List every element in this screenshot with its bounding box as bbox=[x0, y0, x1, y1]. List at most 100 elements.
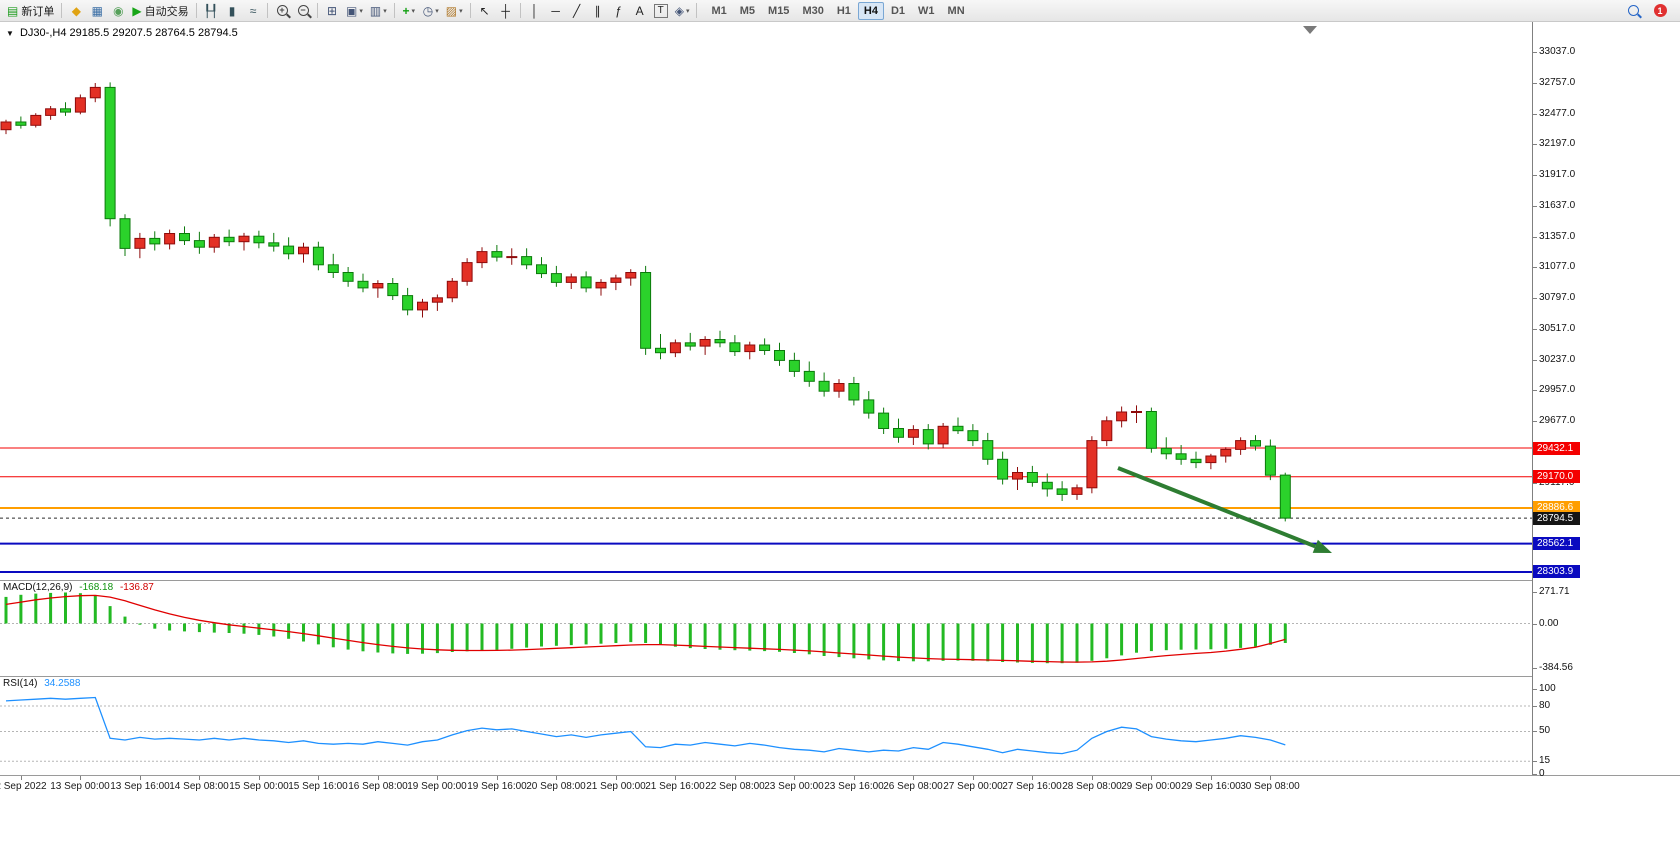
timeframe-m5-button[interactable]: M5 bbox=[739, 4, 756, 17]
line-chart-button[interactable]: ≈ bbox=[243, 2, 263, 20]
rsi-pane[interactable]: RSI(14) 34.2588 bbox=[0, 677, 1532, 775]
vertical-line-button[interactable]: │ bbox=[525, 2, 545, 20]
candle-body bbox=[461, 262, 473, 282]
candle-body bbox=[164, 233, 176, 245]
price-axis-label: 32757.0 bbox=[1539, 77, 1576, 88]
candlestick-chart-button[interactable]: ▮ bbox=[222, 2, 242, 20]
new-order-button[interactable]: ▤ 新订单 bbox=[4, 2, 57, 20]
candle-body bbox=[74, 97, 86, 113]
horizontal-line-button[interactable]: ─ bbox=[546, 2, 566, 20]
toolbar-separator bbox=[267, 3, 269, 18]
timeframe-m1-button[interactable]: M1 bbox=[711, 4, 727, 17]
time-axis-label: 2 Sep 2022 bbox=[0, 781, 47, 792]
toolbar-separator bbox=[195, 3, 197, 18]
candle-body bbox=[550, 273, 562, 283]
price-level-badge: 28303.9 bbox=[1533, 565, 1580, 578]
text-label-icon: T bbox=[653, 3, 668, 18]
macd-canvas[interactable] bbox=[0, 581, 1532, 676]
price-axis-label: 31917.0 bbox=[1539, 169, 1576, 180]
time-axis-tick bbox=[1032, 776, 1033, 780]
candle-body bbox=[536, 264, 547, 275]
candle-body bbox=[312, 246, 324, 266]
crosshair-icon: ┼ bbox=[501, 3, 510, 18]
periods-button[interactable]: ◷ ▾ bbox=[420, 2, 442, 20]
shapes-button[interactable]: ◈ ▾ bbox=[672, 2, 693, 20]
candle-body bbox=[89, 86, 101, 99]
tile-windows-button[interactable]: ⊞ bbox=[322, 2, 342, 20]
candle-body bbox=[253, 235, 265, 244]
price-axis-label: 29957.0 bbox=[1539, 384, 1576, 395]
timeframe-mn-button[interactable]: MN bbox=[947, 4, 965, 17]
new-order-icon: ▤ bbox=[7, 3, 19, 18]
templates-button[interactable]: ▨ ▾ bbox=[443, 2, 466, 20]
candle-body bbox=[982, 440, 994, 460]
chart-header: ▼ DJ30-,H4 29185.5 29207.5 28764.5 28794… bbox=[6, 27, 238, 39]
zoom-in-button[interactable]: + bbox=[272, 2, 292, 20]
trend-arrow-head bbox=[1312, 539, 1332, 553]
timeframe-h4-button[interactable]: H4 bbox=[857, 1, 884, 20]
price-chart-canvas[interactable] bbox=[0, 22, 1532, 580]
price-axis[interactable]: 33037.0 32757.0 32477.0 32197.0 31917.0 31637… bbox=[1532, 22, 1680, 779]
time-axis[interactable]: 2 Sep 2022 13 Sep 00:00 13 Sep 16:00 14 Sep… bbox=[0, 776, 1680, 802]
candle-body bbox=[1250, 440, 1261, 447]
channel-button[interactable]: ∥ bbox=[588, 2, 608, 20]
candle-body bbox=[134, 237, 146, 249]
macd-pane[interactable]: MACD(12,26,9) -168.18 -136.87 bbox=[0, 581, 1532, 676]
toolbar-separator bbox=[317, 3, 319, 18]
zoom-out-button[interactable]: − bbox=[293, 2, 313, 20]
macd-axis-tick bbox=[1533, 624, 1537, 625]
market-watch-button[interactable]: ▦ bbox=[87, 2, 107, 20]
data-refresh-button[interactable]: ◉ bbox=[108, 2, 128, 20]
candle-body bbox=[193, 240, 205, 248]
rsi-axis-label: 80 bbox=[1539, 700, 1551, 711]
pane-separator-macd[interactable] bbox=[0, 580, 1680, 581]
timeframe-w1-button[interactable]: W1 bbox=[918, 4, 935, 17]
rsi-axis-label: 15 bbox=[1539, 755, 1551, 766]
text-label-button[interactable]: T bbox=[651, 2, 671, 20]
rsi-canvas[interactable] bbox=[0, 677, 1532, 775]
price-axis-tick bbox=[1533, 360, 1537, 361]
rsi-label: RSI(14) 34.2588 bbox=[3, 678, 80, 689]
chart-profiles-button[interactable]: ▥ ▾ bbox=[367, 2, 390, 20]
time-axis-tick bbox=[854, 776, 855, 780]
timeframe-m30-button[interactable]: M30 bbox=[802, 4, 824, 17]
search-button[interactable] bbox=[1623, 2, 1643, 20]
timeframe-m15-button[interactable]: M15 bbox=[768, 4, 790, 17]
candle-body bbox=[30, 114, 42, 126]
macd-value: -168.18 bbox=[79, 582, 114, 593]
chart-collapse-icon[interactable]: ▼ bbox=[6, 29, 14, 38]
candle-body bbox=[208, 236, 220, 248]
channel-icon: ∥ bbox=[594, 3, 601, 18]
candle-body bbox=[1101, 420, 1113, 442]
timeframe-d1-button[interactable]: D1 bbox=[890, 4, 906, 17]
crosshair-button[interactable]: ┼ bbox=[496, 2, 516, 20]
profiles-button[interactable]: ◆ bbox=[66, 2, 86, 20]
price-axis-tick bbox=[1533, 83, 1537, 84]
indicators-button[interactable]: + ▾ bbox=[399, 2, 419, 20]
macd-axis-label: -384.56 bbox=[1539, 662, 1573, 673]
notification-badge[interactable]: 1 bbox=[1650, 2, 1670, 20]
fibonacci-button[interactable]: ƒ bbox=[609, 2, 629, 20]
cursor-button[interactable]: ↖ bbox=[475, 2, 495, 20]
pane-separator-rsi[interactable] bbox=[0, 676, 1680, 677]
time-axis-label: 23 Sep 16:00 bbox=[824, 781, 884, 792]
text-button[interactable]: A bbox=[630, 2, 650, 20]
candle-body bbox=[446, 280, 458, 299]
time-axis-label: 23 Sep 00:00 bbox=[764, 781, 824, 792]
autotrade-button[interactable]: ▶ 自动交易 bbox=[129, 2, 191, 20]
bar-chart-button[interactable]: ┞┦ bbox=[201, 2, 221, 20]
trendline-button[interactable]: ╱ bbox=[567, 2, 587, 20]
candle-body bbox=[937, 425, 949, 445]
dropdown-caret-icon: ▾ bbox=[685, 7, 690, 15]
time-axis-tick bbox=[318, 776, 319, 780]
new-chart-button[interactable]: ▣ ▾ bbox=[343, 2, 366, 20]
shapes-icon: ◈ bbox=[674, 3, 684, 18]
timeframe-h1-button[interactable]: H1 bbox=[836, 4, 851, 17]
price-chart-pane[interactable]: ▼ DJ30-,H4 29185.5 29207.5 28764.5 28794… bbox=[0, 22, 1532, 580]
market-watch-icon: ▦ bbox=[91, 3, 104, 18]
search-button-icon bbox=[1627, 5, 1639, 16]
candle-body bbox=[476, 251, 488, 264]
toolbar-separator bbox=[696, 3, 698, 18]
line-chart-icon: ≈ bbox=[249, 3, 257, 18]
